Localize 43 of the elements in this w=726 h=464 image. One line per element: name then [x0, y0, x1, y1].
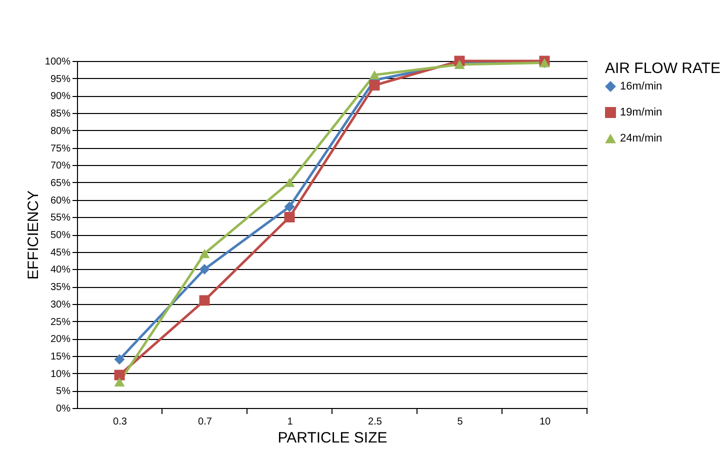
y-tick-label: 70% [50, 160, 71, 172]
point [114, 377, 125, 387]
x-tick-label: 0.7 [198, 416, 212, 428]
y-tick-label: 100% [44, 56, 71, 68]
y-tick-label: 25% [50, 316, 71, 328]
x-tick-label: 5 [457, 416, 464, 428]
y-tick-label: 95% [50, 74, 71, 85]
y-tick-label: 50% [50, 230, 71, 241]
point [199, 295, 210, 306]
x-axis-title: PARTICLE SIZE [278, 430, 388, 446]
y-tick-label: 40% [50, 264, 71, 276]
y-tick-label: 75% [50, 143, 71, 154]
y-tick-label: 90% [50, 91, 71, 102]
legend-title: AIR FLOW RATE [605, 60, 721, 77]
y-tick-label: 80% [50, 126, 71, 137]
point [369, 80, 380, 91]
y-tick-label: 65% [50, 178, 71, 189]
x-tick-label: 1 [287, 416, 294, 428]
y-tick-label: 60% [50, 195, 71, 206]
legend-label: 24m/min [620, 132, 662, 144]
y-axis-title: EFFICIENCY [24, 190, 42, 280]
y-tick-label: 45% [50, 247, 71, 258]
point [199, 264, 210, 274]
x-tick-label: 2.5 [368, 416, 382, 428]
point [199, 249, 210, 258]
x-tick-label: 0.3 [113, 416, 128, 428]
y-tick-label: 5% [56, 386, 71, 398]
point [114, 354, 125, 365]
y-tick-label: 0% [56, 404, 71, 414]
y-tick-label: 10% [50, 368, 71, 380]
legend-label: 16m/min [620, 80, 662, 92]
y-tick-label: 30% [50, 299, 71, 310]
y-tick-label: 20% [50, 334, 71, 346]
legend-label: 19m/min [620, 106, 662, 118]
point [284, 201, 295, 212]
point [369, 70, 380, 80]
y-tick-label: 35% [50, 282, 71, 294]
point [284, 212, 295, 222]
y-tick-label: 15% [50, 351, 71, 362]
y-tick-label: 55% [50, 212, 71, 224]
point [114, 370, 125, 380]
x-tick-label: 10 [539, 416, 551, 428]
y-tick-label: 85% [50, 108, 71, 120]
